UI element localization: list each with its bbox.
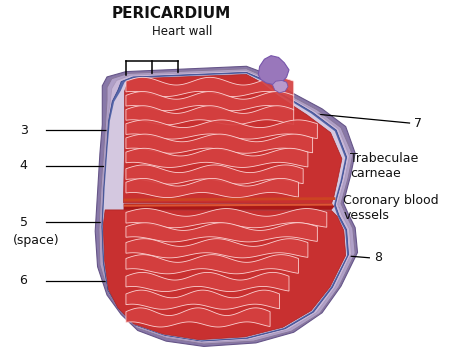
Polygon shape: [126, 239, 308, 258]
Text: 5: 5: [19, 216, 27, 229]
Polygon shape: [124, 204, 334, 210]
Polygon shape: [126, 77, 294, 96]
Polygon shape: [273, 80, 288, 93]
Polygon shape: [126, 106, 294, 125]
Polygon shape: [99, 69, 355, 344]
Text: 7: 7: [414, 116, 422, 130]
Polygon shape: [126, 255, 299, 274]
Polygon shape: [126, 120, 318, 139]
Polygon shape: [126, 209, 327, 228]
Polygon shape: [101, 70, 351, 342]
Polygon shape: [102, 72, 348, 341]
Polygon shape: [126, 134, 313, 153]
Polygon shape: [258, 56, 289, 85]
Polygon shape: [126, 308, 270, 327]
Text: (space): (space): [12, 234, 59, 247]
Text: 6: 6: [19, 274, 27, 287]
Polygon shape: [103, 210, 346, 340]
Text: 4: 4: [19, 159, 27, 172]
Polygon shape: [126, 223, 318, 242]
Text: PERICARDIUM: PERICARDIUM: [111, 6, 230, 21]
Text: 3: 3: [19, 124, 27, 137]
Polygon shape: [95, 66, 357, 346]
Polygon shape: [126, 290, 280, 309]
Text: Coronary blood
vessels: Coronary blood vessels: [343, 194, 439, 222]
Text: 8: 8: [374, 251, 382, 264]
Polygon shape: [126, 272, 289, 292]
Text: Trabeculae
carneae: Trabeculae carneae: [350, 152, 419, 179]
Polygon shape: [103, 73, 347, 340]
Polygon shape: [124, 74, 342, 204]
Text: Heart wall: Heart wall: [153, 25, 213, 38]
Polygon shape: [126, 178, 299, 198]
Polygon shape: [126, 148, 308, 167]
Polygon shape: [126, 91, 294, 111]
Polygon shape: [126, 165, 303, 184]
